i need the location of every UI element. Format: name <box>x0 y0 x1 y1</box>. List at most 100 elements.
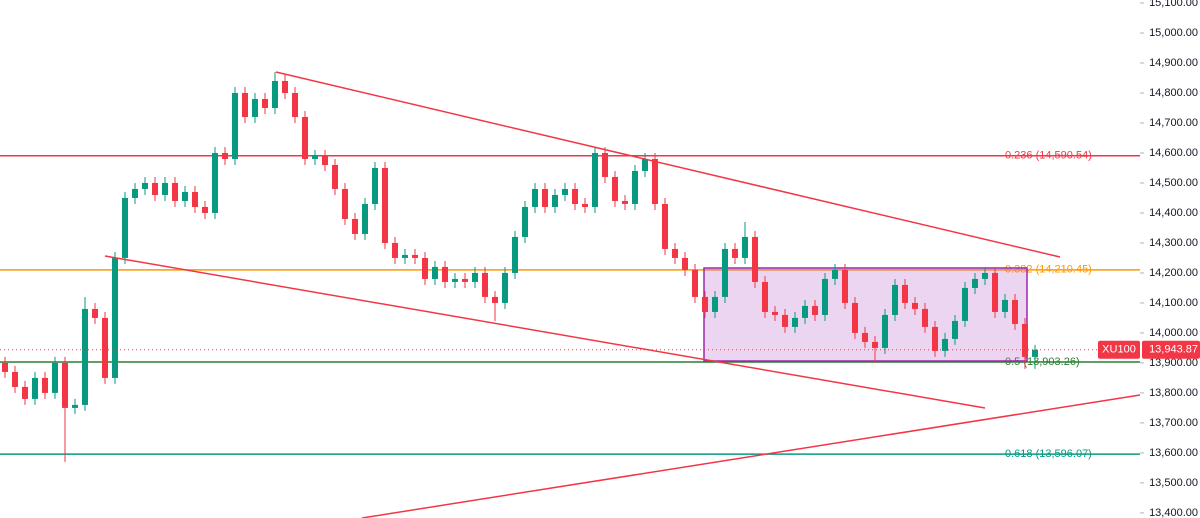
candle-body <box>142 182 148 189</box>
candle-body <box>462 278 468 282</box>
candle-body <box>22 386 28 399</box>
y-tick-label: 13,800.00 <box>1149 387 1198 399</box>
candle-body <box>492 296 498 303</box>
candle-body <box>432 266 438 279</box>
candle-body <box>482 272 488 297</box>
candle-body <box>112 257 118 378</box>
candle-body <box>992 272 998 312</box>
candle-body <box>172 182 178 201</box>
candle-body <box>532 188 538 207</box>
y-tick-label: 15,000.00 <box>1149 27 1198 39</box>
candle-body <box>472 272 478 282</box>
candle-body <box>622 200 628 204</box>
candle-body <box>742 236 748 258</box>
candle-body <box>512 236 518 273</box>
candle-body <box>402 254 408 258</box>
candle-body <box>952 320 958 339</box>
candle-body <box>872 341 878 348</box>
candle-body <box>932 326 938 351</box>
candle-body <box>672 248 678 258</box>
y-tick-label: 14,500.00 <box>1149 177 1198 189</box>
candle-body <box>52 362 58 393</box>
candle-body <box>12 371 18 387</box>
candle-body <box>332 164 338 189</box>
candle-body <box>62 362 68 408</box>
candle-body <box>222 152 228 159</box>
candle-body <box>682 257 688 270</box>
candle-body <box>262 98 268 108</box>
candle-body <box>1002 299 1008 312</box>
candle-body <box>502 272 508 303</box>
fib-level-label: 0.236 (14,590.54) <box>1005 150 1092 162</box>
y-tick-label: 13,400.00 <box>1149 507 1198 518</box>
trend-line <box>361 394 1141 518</box>
y-tick-label: 14,100.00 <box>1149 297 1198 309</box>
candle-body <box>92 308 98 318</box>
candle-body <box>282 80 288 93</box>
candle-body <box>662 203 668 249</box>
fib-level-label: 0.618 (13,596.07) <box>1005 448 1092 460</box>
candle-body <box>592 152 598 207</box>
candle-body <box>302 116 308 159</box>
candle-body <box>452 278 458 282</box>
symbol-tag-box <box>1098 340 1140 359</box>
candle-body <box>542 188 548 207</box>
fib-levels: 0.236 (14,590.54)0.382 (14,210.45)0.5 (1… <box>0 150 1140 460</box>
candle-body <box>922 308 928 327</box>
trend-line <box>104 255 986 409</box>
candle-body <box>522 206 528 237</box>
candle-body <box>362 203 368 234</box>
candle-body <box>632 170 638 204</box>
y-tick-label: 14,400.00 <box>1149 207 1198 219</box>
candle-body <box>252 98 258 117</box>
y-tick-label: 13,700.00 <box>1149 417 1198 429</box>
candle-body <box>42 377 48 393</box>
candle-body <box>802 305 808 318</box>
candle-body <box>562 188 568 195</box>
candle-body <box>292 92 298 117</box>
fib-level-label: 0.5 (13,903.26) <box>1005 356 1080 368</box>
candle-body <box>572 188 578 204</box>
candle-body <box>182 191 188 201</box>
candle-body <box>692 269 698 297</box>
candle-body <box>372 167 378 204</box>
y-tick-label: 14,200.00 <box>1149 267 1198 279</box>
candle-body <box>1012 299 1018 324</box>
y-tick-label: 14,800.00 <box>1149 87 1198 99</box>
price-tag-box <box>1142 340 1200 359</box>
y-tick-label: 14,900.00 <box>1149 57 1198 69</box>
candle-body <box>862 332 868 342</box>
candle-body <box>272 80 278 108</box>
candle-body <box>2 362 8 372</box>
candle-body <box>652 158 658 204</box>
y-tick-label: 14,000.00 <box>1149 327 1198 339</box>
candle-body <box>642 158 648 171</box>
candle-body <box>822 278 828 315</box>
candle-body <box>972 278 978 288</box>
candle-body <box>312 155 318 159</box>
candle-body <box>322 155 328 165</box>
candle-body <box>72 404 78 408</box>
candle-body <box>772 311 778 315</box>
candle-body <box>842 269 848 303</box>
candle-body <box>122 197 128 258</box>
candle-body <box>102 317 108 378</box>
candle-body <box>982 272 988 279</box>
candle-body <box>82 308 88 405</box>
candle-body <box>792 317 798 327</box>
candle-body <box>962 287 968 321</box>
candles <box>2 71 1038 462</box>
candle-body <box>752 236 758 282</box>
candle-body <box>582 203 588 207</box>
candle-body <box>442 266 448 282</box>
candle-body <box>242 92 248 117</box>
candle-body <box>1032 349 1038 357</box>
candle-body <box>352 218 358 234</box>
candle-body <box>702 296 708 312</box>
candle-body <box>382 167 388 243</box>
candle-body <box>912 302 918 309</box>
candle-body <box>152 182 158 195</box>
price-tag: 13,943.87 <box>1149 344 1198 356</box>
